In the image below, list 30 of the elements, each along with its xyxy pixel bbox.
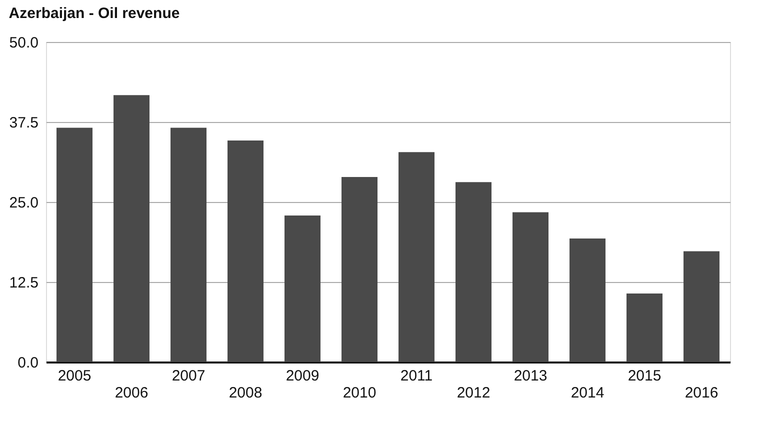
x-tick-label: 2013 xyxy=(514,368,548,384)
x-tick-label: 2012 xyxy=(456,384,490,402)
bar xyxy=(570,238,606,362)
bar xyxy=(456,182,492,362)
x-tick-label: 2016 xyxy=(684,384,718,402)
x-tick-label: 2014 xyxy=(570,384,604,402)
bar xyxy=(626,294,662,362)
x-tick-label: 2011 xyxy=(400,368,433,384)
x-tick-label: 2007 xyxy=(172,368,206,384)
bar xyxy=(114,95,150,362)
bar xyxy=(684,251,720,362)
bar xyxy=(284,215,320,362)
x-tick-label: 2006 xyxy=(114,384,148,402)
y-tick-label: 12.5 xyxy=(9,274,38,292)
chart-title: Azerbaijan - Oil revenue xyxy=(8,5,180,22)
bar xyxy=(170,128,206,362)
y-tick-label: 0.0 xyxy=(18,354,38,372)
y-tick-label: 25.0 xyxy=(9,194,38,212)
y-tick-label: 50.0 xyxy=(9,34,38,52)
bar xyxy=(342,177,378,362)
bar xyxy=(228,140,264,362)
x-tick-label: 2009 xyxy=(286,368,320,384)
x-tick-label: 2008 xyxy=(228,384,262,402)
bar xyxy=(56,128,92,362)
bar xyxy=(512,212,548,362)
y-tick-label: 37.5 xyxy=(9,114,38,132)
x-tick-label: 2010 xyxy=(342,384,376,402)
x-tick-label: 2005 xyxy=(58,368,92,384)
x-tick-label: 2015 xyxy=(628,368,662,384)
bar xyxy=(398,152,434,362)
